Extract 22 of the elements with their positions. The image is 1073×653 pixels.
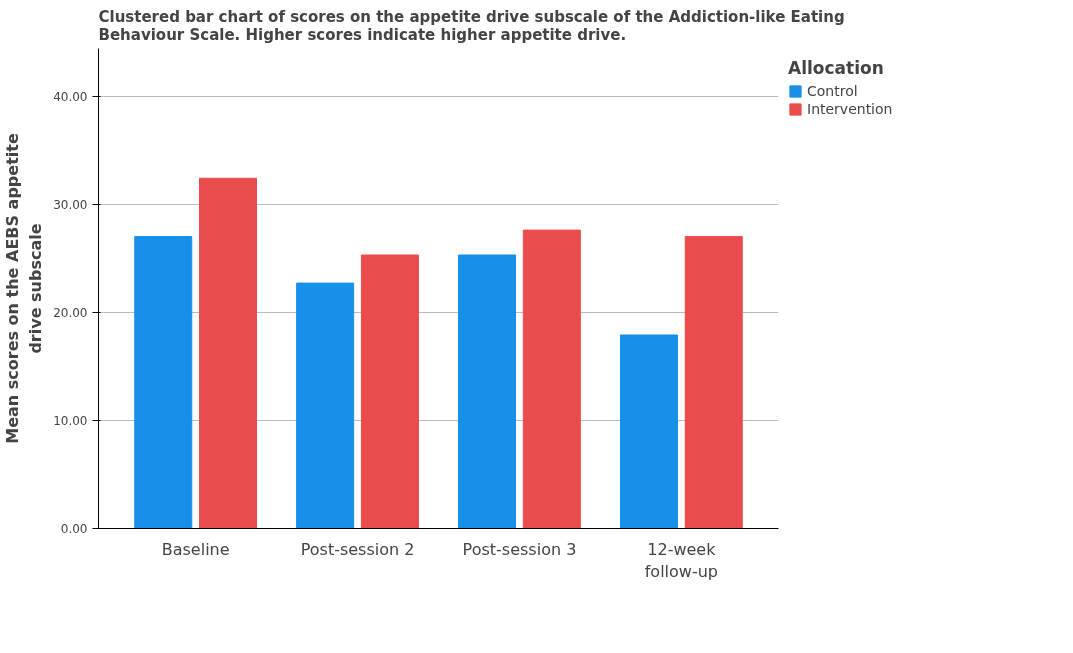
bar [684,236,743,529]
x-tick-label: Post-session 2 [300,539,415,559]
x-tick-label: Post-session 3 [462,539,577,559]
legend-label: Intervention [807,101,893,117]
bar [296,282,355,529]
legend-label: Control [807,83,858,99]
x-tick-label: Baseline [161,539,230,559]
y-tick-label: 40.00 [53,89,88,104]
x-tick-label: 12-week follow-up [644,539,718,582]
bar [360,254,419,529]
bar [199,177,258,529]
y-tick-label: 0.00 [60,522,88,536]
bar [458,254,517,529]
bar [134,236,193,529]
y-tick-label: 30.00 [53,197,88,212]
y-tick-label: 10.00 [53,413,88,428]
bar [522,229,581,529]
chart-title: Clustered bar chart of scores on the appetite drive subscale of the Addiction-like Eating Behaviour Scale. Higher scores indicate higher appetite drive. [98,7,845,44]
legend-title: Allocation [788,58,885,78]
y-axis-title: Mean scores on the AEBS appetite drive subscale [3,133,46,444]
bar [619,334,678,529]
y-tick-label: 20.00 [53,305,88,320]
